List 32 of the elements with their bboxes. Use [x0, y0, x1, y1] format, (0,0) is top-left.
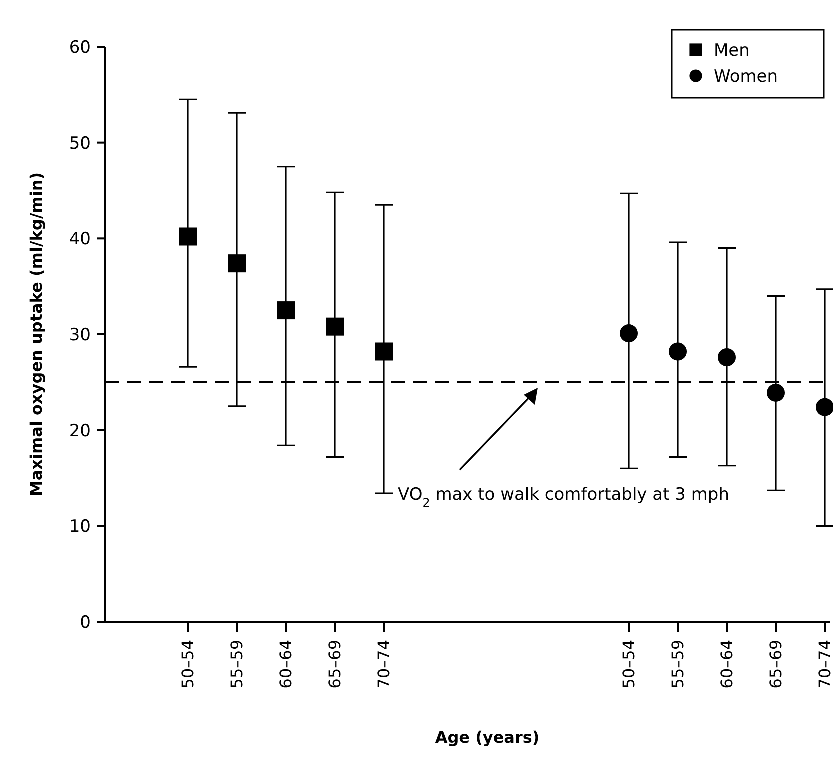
y-tick-label: 20 [69, 421, 91, 442]
point [326, 318, 344, 336]
x-tick-label: 55–59 [668, 640, 688, 689]
legend-label: Women [714, 66, 778, 87]
x-tick-label: 60–64 [718, 640, 737, 689]
legend-label: Men [714, 40, 750, 61]
x-tick-label: 60–64 [276, 640, 296, 689]
y-tick-label: 40 [69, 230, 91, 250]
annotation: VO$_{2}$ max to walk comfortably at 3 mph [398, 485, 730, 510]
x-tick-label: 65–69 [326, 640, 345, 689]
y-axis-title: Maximal oxygen uptake (ml/kg/min) [27, 172, 46, 497]
x-axis-title: Age (years) [435, 728, 540, 747]
point [375, 342, 393, 361]
x-tick-label: 70–74 [374, 640, 394, 689]
y-tick-label: 60 [69, 38, 91, 58]
point [669, 342, 687, 361]
x-tick-label: 55–59 [228, 640, 247, 689]
y-tick-label: 50 [69, 134, 91, 154]
x-tick-label: 70–74 [816, 640, 833, 689]
point [179, 228, 197, 246]
point [767, 384, 785, 402]
y-tick-label: 0 [80, 612, 91, 633]
point [228, 254, 246, 273]
point [277, 302, 295, 320]
y-tick-label: 10 [69, 517, 91, 538]
x-tick-label: 50–54 [620, 640, 639, 689]
x-tick-label: 50–54 [178, 640, 198, 689]
point [816, 398, 833, 416]
x-tick-label: 65–69 [766, 640, 786, 689]
y-tick-label: 30 [69, 325, 91, 346]
point [620, 324, 638, 343]
point [718, 348, 736, 366]
